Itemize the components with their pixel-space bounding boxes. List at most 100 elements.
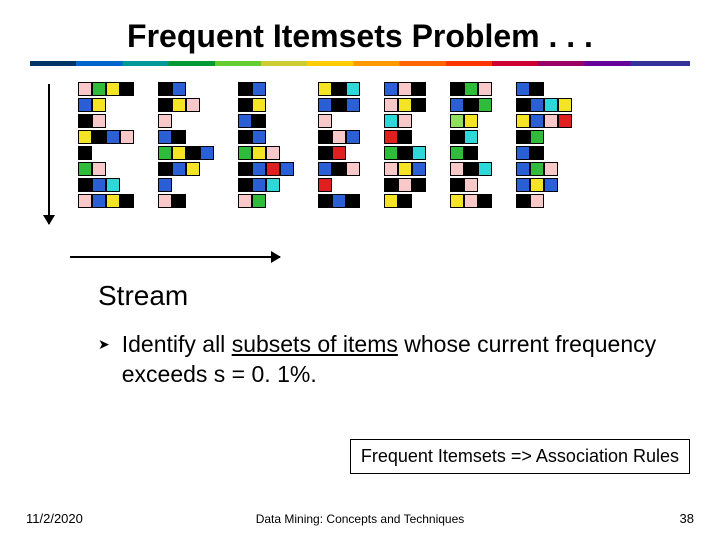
itemset-row <box>158 146 214 160</box>
item-cell <box>172 194 186 208</box>
itemset-row <box>238 130 294 144</box>
item-cell <box>544 162 558 176</box>
item-cell <box>412 98 426 112</box>
item-cell <box>478 162 492 176</box>
item-cell <box>346 98 360 112</box>
item-cell <box>384 114 398 128</box>
item-cell <box>238 194 252 208</box>
itemset-row <box>158 178 214 192</box>
item-cell <box>450 98 464 112</box>
item-cell <box>412 178 426 192</box>
item-cell <box>252 98 266 112</box>
itemset-row <box>318 114 360 128</box>
item-cell <box>158 114 172 128</box>
itemset-row <box>516 130 572 144</box>
item-cell <box>92 114 106 128</box>
item-cell <box>252 114 266 128</box>
item-cell <box>464 98 478 112</box>
itemset-row <box>516 194 572 208</box>
itemset-row <box>158 162 214 176</box>
item-cell <box>464 130 478 144</box>
item-cell <box>238 146 252 160</box>
itemset-row <box>516 162 572 176</box>
itemset-row <box>318 82 360 96</box>
item-cell <box>516 114 530 128</box>
item-cell <box>318 130 332 144</box>
item-cell <box>398 82 412 96</box>
item-cell <box>120 130 134 144</box>
item-cell <box>478 194 492 208</box>
itemset-row <box>384 82 426 96</box>
itemset-row <box>78 162 134 176</box>
item-cell <box>450 146 464 160</box>
itemset-row <box>318 194 360 208</box>
stream-column <box>450 82 492 208</box>
itemset-row <box>318 178 360 192</box>
item-cell <box>172 146 186 160</box>
bullet-underline: subsets of items <box>232 331 398 357</box>
item-cell <box>530 146 544 160</box>
item-cell <box>558 98 572 112</box>
item-cell <box>464 162 478 176</box>
item-cell <box>92 178 106 192</box>
itemset-row <box>158 98 214 112</box>
item-cell <box>252 82 266 96</box>
item-cell <box>120 194 134 208</box>
item-cell <box>398 130 412 144</box>
itemset-row <box>384 130 426 144</box>
item-cell <box>266 162 280 176</box>
item-cell <box>450 194 464 208</box>
item-cell <box>450 178 464 192</box>
item-cell <box>332 98 346 112</box>
itemset-row <box>516 82 572 96</box>
itemset-row <box>384 178 426 192</box>
itemset-row <box>450 194 492 208</box>
item-cell <box>544 178 558 192</box>
item-cell <box>106 82 120 96</box>
item-cell <box>450 114 464 128</box>
item-cell <box>516 82 530 96</box>
itemset-row <box>516 114 572 128</box>
item-cell <box>530 162 544 176</box>
item-cell <box>464 146 478 160</box>
item-cell <box>158 82 172 96</box>
stream-column <box>78 82 134 208</box>
item-cell <box>464 178 478 192</box>
item-cell <box>78 162 92 176</box>
itemset-row <box>450 146 492 160</box>
bullet-marker-icon: ➤ <box>98 336 110 353</box>
item-cell <box>92 130 106 144</box>
item-cell <box>530 194 544 208</box>
itemset-row <box>238 194 294 208</box>
stream-column <box>384 82 426 208</box>
item-cell <box>384 146 398 160</box>
itemset-row <box>238 98 294 112</box>
item-cell <box>280 162 294 176</box>
itemset-row <box>318 98 360 112</box>
item-cell <box>384 82 398 96</box>
item-cell <box>158 130 172 144</box>
stream-column <box>516 82 572 208</box>
item-cell <box>78 98 92 112</box>
item-cell <box>78 130 92 144</box>
footer-center: Data Mining: Concepts and Techniques <box>0 512 720 526</box>
bullet-pre: Identify all <box>122 331 232 357</box>
item-cell <box>186 98 200 112</box>
itemset-row <box>450 162 492 176</box>
item-cell <box>186 162 200 176</box>
item-cell <box>332 130 346 144</box>
item-cell <box>332 162 346 176</box>
itemset-row <box>384 114 426 128</box>
item-cell <box>318 178 332 192</box>
itemset-row <box>78 146 134 160</box>
item-cell <box>544 98 558 112</box>
item-cell <box>106 178 120 192</box>
item-cell <box>450 82 464 96</box>
item-cell <box>252 146 266 160</box>
item-cell <box>252 130 266 144</box>
item-cell <box>530 82 544 96</box>
item-cell <box>238 98 252 112</box>
item-cell <box>158 162 172 176</box>
item-cell <box>172 82 186 96</box>
item-cell <box>106 194 120 208</box>
